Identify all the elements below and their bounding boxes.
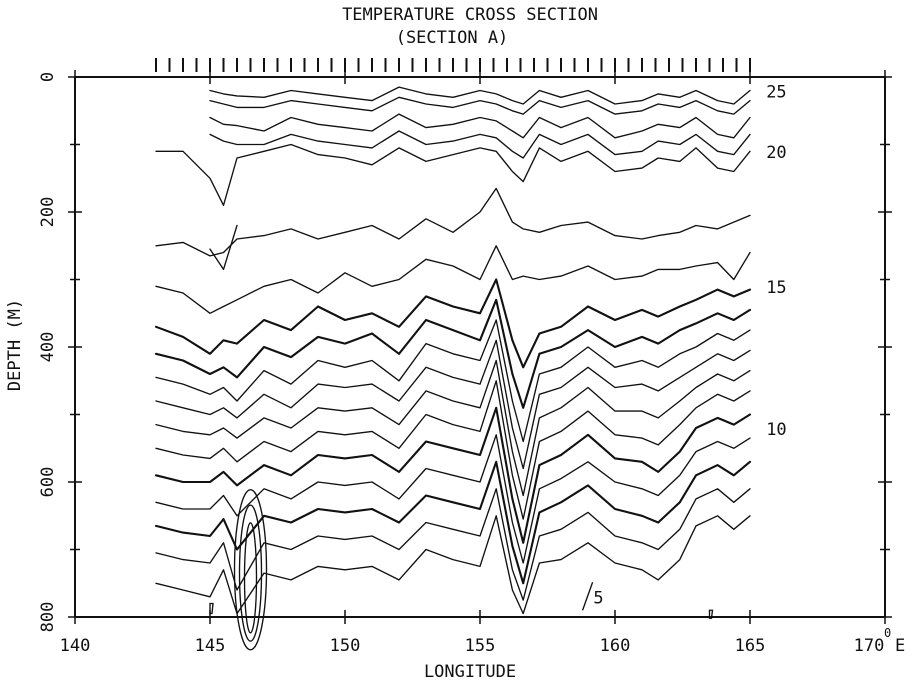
isotherm-13 xyxy=(155,339,751,470)
isotherm-20 xyxy=(209,224,238,271)
contour-label: 15 xyxy=(766,278,786,298)
small-eddy-mark-2 xyxy=(708,609,714,619)
deep-contour-loop xyxy=(243,522,258,634)
title-group: TEMPERATURE CROSS SECTION (SECTION A) xyxy=(342,5,598,48)
x-tick-label: 145 xyxy=(195,636,226,656)
isotherm-24 xyxy=(209,96,751,115)
station-ticks xyxy=(155,58,751,72)
deep-contour-loop xyxy=(233,489,268,651)
isotherm-22 xyxy=(209,130,751,159)
isotherm-15 xyxy=(154,298,752,409)
x-tick-label: 160 xyxy=(600,636,631,656)
y-tick-label: 0 xyxy=(38,72,58,82)
isotherm-12 xyxy=(155,359,751,497)
y-axis-label: DEPTH (M) xyxy=(5,299,25,391)
y-tick-label: 800 xyxy=(38,602,58,633)
x-tick-label: 165 xyxy=(735,636,766,656)
isotherm-6 xyxy=(155,515,751,615)
labels-layer: 25 20 15 10 5 xyxy=(593,82,786,608)
x-tick-label: 150 xyxy=(330,636,361,656)
x-degree-superscript: 0 xyxy=(884,626,891,640)
x-unit-suffix: E xyxy=(895,636,905,656)
x-tick-label-170: 170 xyxy=(854,636,885,656)
deep-contour-loop xyxy=(238,504,263,642)
isotherm-16 xyxy=(154,278,752,369)
small-eddy-mark xyxy=(209,602,214,615)
x-tick-label: 140 xyxy=(60,636,91,656)
isotherm-11 xyxy=(155,380,751,520)
isotherm-21 xyxy=(155,143,751,206)
chart-title: TEMPERATURE CROSS SECTION xyxy=(342,5,598,25)
isotherm-23 xyxy=(209,113,751,139)
contours-layer xyxy=(154,86,752,651)
contour-label: 25 xyxy=(766,82,786,102)
isotherm-7 xyxy=(155,488,751,601)
y-tick-label: 400 xyxy=(38,332,58,363)
isotherm-9 xyxy=(155,434,751,564)
x-axis-label: LONGITUDE xyxy=(424,662,516,682)
y-tick-label: 600 xyxy=(38,467,58,498)
isotherm-8 xyxy=(154,460,752,585)
isotherm-18 xyxy=(155,245,751,314)
contour-label: 10 xyxy=(766,420,786,440)
contour-5-mark xyxy=(581,582,594,611)
isotherm-14 xyxy=(155,319,751,443)
isotherm-25 xyxy=(209,86,751,105)
chart-subtitle: (SECTION A) xyxy=(396,28,509,48)
contour-label: 5 xyxy=(593,589,603,609)
y-tick-label: 200 xyxy=(38,197,58,228)
x-tick-label: 155 xyxy=(465,636,496,656)
isotherm-10 xyxy=(154,406,752,544)
contour-label: 20 xyxy=(766,143,786,163)
isotherm-19 xyxy=(155,187,751,257)
